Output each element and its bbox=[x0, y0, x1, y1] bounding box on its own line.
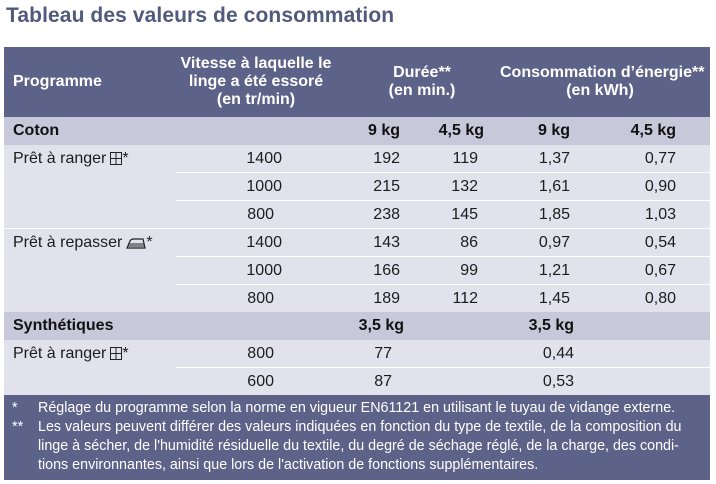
load-label: 9 kg bbox=[367, 122, 400, 139]
header-energy: Consommation d’énergie** (en kWh) bbox=[500, 64, 705, 99]
consumption-table: Programme Vitesse à laquelle le linge a … bbox=[4, 47, 710, 480]
header-duration: Durée** (en min.) bbox=[388, 64, 456, 99]
section-label: Synthétiques bbox=[13, 317, 114, 334]
load-label: 9 kg bbox=[537, 122, 570, 139]
section-label: Coton bbox=[13, 122, 60, 139]
cupboard-dry-icon bbox=[110, 347, 123, 360]
program-label-ranger-coton: Prêt à ranger * bbox=[13, 150, 129, 167]
load-label: 4,5 kg bbox=[438, 122, 484, 139]
iron-icon bbox=[126, 238, 147, 249]
footnotes: * Réglage du programme selon la norme en… bbox=[4, 395, 710, 480]
cupboard-dry-icon bbox=[110, 152, 123, 165]
footnote-mark: ** bbox=[12, 419, 24, 435]
load-label: 3,5 kg bbox=[528, 317, 574, 334]
table-header: Programme Vitesse à laquelle le linge a … bbox=[4, 47, 710, 117]
footnote-text: Les valeurs peuvent différer des valeurs… bbox=[38, 419, 682, 473]
program-label-ranger-synth: Prêt à ranger * bbox=[13, 345, 129, 362]
section-coton: Coton 9 kg 4,5 kg 9 kg 4,5 kg bbox=[4, 117, 710, 145]
load-label: 4,5 kg bbox=[630, 122, 676, 139]
load-label: 3,5 kg bbox=[358, 317, 404, 334]
page-title: Tableau des valeurs de consommation bbox=[6, 4, 395, 27]
footnote-text: Réglage du programme selon la norme en v… bbox=[38, 400, 676, 416]
header-speed: Vitesse à laquelle le linge a été essoré… bbox=[180, 55, 332, 108]
footnote-mark: * bbox=[12, 400, 18, 416]
program-label-repasser: Prêt à repasser * bbox=[13, 234, 153, 251]
section-synthetiques: Synthétiques 3,5 kg 3,5 kg bbox=[4, 312, 710, 340]
header-programme: Programme bbox=[13, 73, 102, 90]
